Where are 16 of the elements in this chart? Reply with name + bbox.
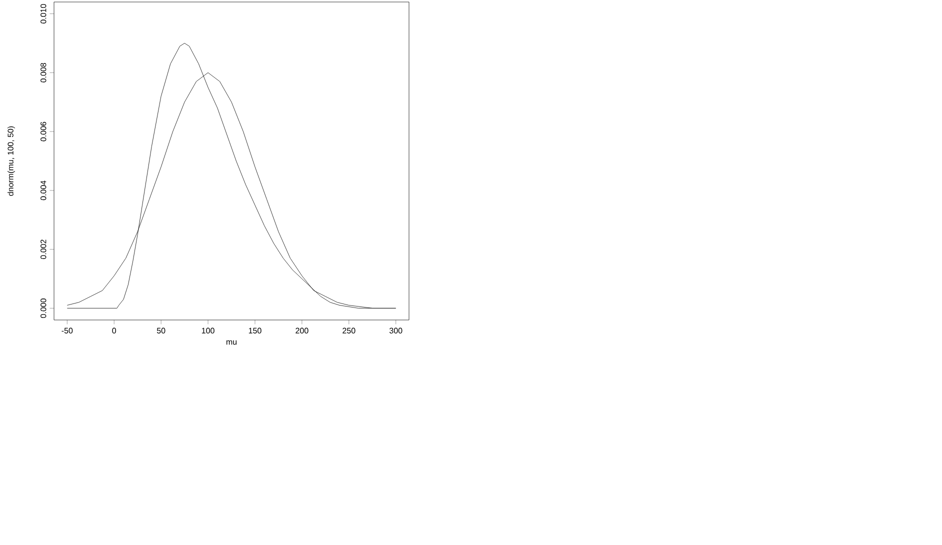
- y-tick-label: 0.006: [40, 122, 46, 142]
- y-axis-title: dnorm(mu, 100, 50): [8, 126, 15, 196]
- x-tick-label: 0: [112, 328, 116, 334]
- x-axis-title: mu: [226, 340, 237, 345]
- x-tick-label: 300: [389, 328, 402, 334]
- x-tick-label: 250: [342, 328, 356, 334]
- y-tick-label: 0.008: [40, 63, 46, 82]
- y-tick-label: 0.000: [40, 298, 46, 318]
- x-tick-label: 200: [296, 328, 308, 334]
- y-tick-label: 0.010: [40, 4, 46, 24]
- x-tick-label: 150: [248, 328, 262, 334]
- x-tick-label: 50: [156, 328, 166, 334]
- y-tick-label: 0.002: [40, 240, 46, 260]
- y-tick-label: 0.004: [40, 180, 46, 200]
- x-tick-label: -50: [62, 328, 73, 334]
- x-tick-label: 100: [202, 328, 214, 334]
